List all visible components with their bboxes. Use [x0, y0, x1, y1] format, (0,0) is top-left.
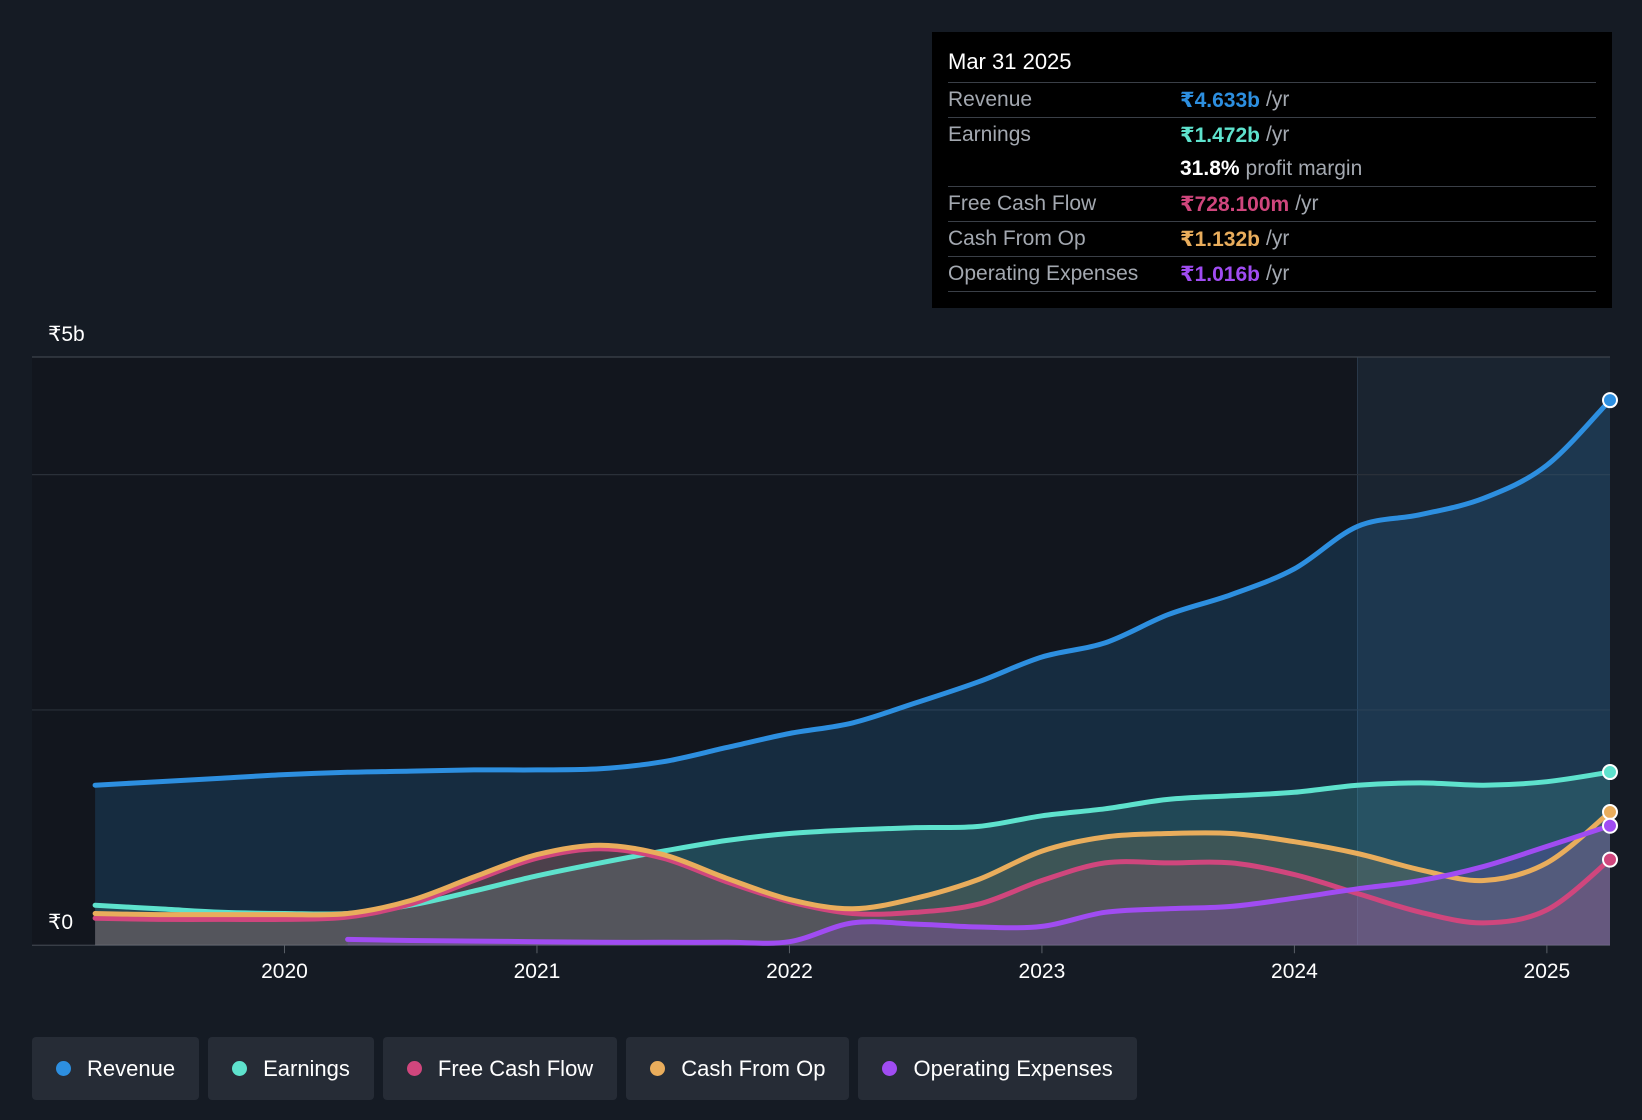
tooltip-earnings-label: Earnings: [948, 123, 1031, 146]
tooltip-row-cfo: Cash From Op ₹1.132b /yr: [948, 221, 1596, 256]
x-tick-label: 2022: [766, 960, 813, 983]
tooltip-earnings-value: ₹1.472b: [1180, 123, 1260, 147]
tooltip-fcf-value: ₹728.100m: [1180, 192, 1290, 216]
tooltip-row-fcf: Free Cash Flow ₹728.100m /yr: [948, 186, 1596, 221]
x-tick-label: 2023: [1019, 960, 1066, 983]
tooltip-cfo-unit: /yr: [1266, 227, 1290, 250]
legend-item-revenue[interactable]: Revenue: [32, 1037, 200, 1100]
tooltip-row-opex: Operating Expenses ₹1.016b /yr: [948, 256, 1596, 292]
tooltip-date: Mar 31 2025: [948, 49, 1072, 74]
tooltip-fcf-unit: /yr: [1295, 192, 1319, 215]
operating-expenses-line: [345, 823, 1613, 946]
earnings-area: [95, 772, 1611, 946]
cash-from-op-line: [92, 809, 1613, 918]
legend-dot-icon: [406, 1061, 422, 1076]
tooltip-opex-label: Operating Expenses: [948, 262, 1139, 285]
revenue-end-point: [1602, 392, 1618, 409]
cash-from-op-end-point: [1602, 804, 1618, 821]
tooltip-opex-value: ₹1.016b: [1180, 262, 1260, 286]
revenue-line: [92, 397, 1613, 788]
tooltip-profit-margin-label: profit margin: [1245, 157, 1363, 180]
tooltip-earnings-unit: /yr: [1266, 123, 1290, 146]
plot-background: [32, 357, 1610, 946]
y-tick-label-max: ₹5b: [48, 323, 85, 346]
earnings-end-point: [1602, 764, 1618, 781]
tooltip-profit-margin-value: 31.8%: [1180, 157, 1240, 180]
free-cash-flow-end-point: [1602, 851, 1618, 868]
x-tick-label: 2025: [1524, 960, 1571, 983]
operating-expenses-area: [347, 825, 1611, 946]
x-tick-label: 2021: [514, 960, 561, 983]
legend-label: Cash From Op: [681, 1055, 826, 1081]
legend-dot-icon: [232, 1061, 248, 1076]
tooltip-revenue-value: ₹4.633b: [1180, 88, 1260, 112]
x-tick-label: 2024: [1271, 960, 1318, 983]
legend-label: Revenue: [87, 1055, 176, 1081]
legend-label: Free Cash Flow: [437, 1055, 594, 1081]
legend-item-cash-from-op[interactable]: Cash From Op: [626, 1037, 850, 1100]
legend-item-earnings[interactable]: Earnings: [208, 1037, 374, 1100]
tooltip-row-earnings: Earnings ₹1.472b /yr: [948, 117, 1596, 152]
tooltip-revenue-unit: /yr: [1266, 88, 1290, 111]
free-cash-flow-area: [95, 848, 1611, 946]
legend-dot-icon: [650, 1061, 666, 1076]
y-tick-label-zero: ₹0: [48, 911, 73, 934]
legend-label: Operating Expenses: [913, 1055, 1113, 1081]
tooltip-revenue-label: Revenue: [948, 88, 1033, 111]
tooltip-panel: Mar 31 2025 Revenue ₹4.633b /yr Earnings…: [932, 32, 1612, 308]
legend: Revenue Earnings Free Cash Flow Cash Fro…: [32, 1037, 1146, 1100]
tooltip-cfo-label: Cash From Op: [948, 227, 1086, 250]
revenue-area: [95, 400, 1611, 946]
legend-item-operating-expenses[interactable]: Operating Expenses: [858, 1037, 1137, 1100]
legend-dot-icon: [56, 1061, 71, 1076]
legend-dot-icon: [882, 1061, 898, 1076]
tooltip-row-revenue: Revenue ₹4.633b /yr: [948, 82, 1596, 117]
x-tick-label: 2020: [261, 960, 308, 983]
operating-expenses-end-point: [1602, 817, 1618, 834]
tooltip-opex-unit: /yr: [1266, 262, 1290, 285]
cash-from-op-area: [95, 812, 1611, 946]
tooltip-cfo-value: ₹1.132b: [1180, 227, 1260, 251]
tooltip-row-profit-margin: 31.8% profit margin: [948, 152, 1596, 186]
legend-item-free-cash-flow[interactable]: Free Cash Flow: [382, 1037, 618, 1100]
free-cash-flow-line: [92, 846, 1613, 926]
tooltip-fcf-label: Free Cash Flow: [948, 192, 1097, 215]
legend-label: Earnings: [263, 1055, 350, 1081]
